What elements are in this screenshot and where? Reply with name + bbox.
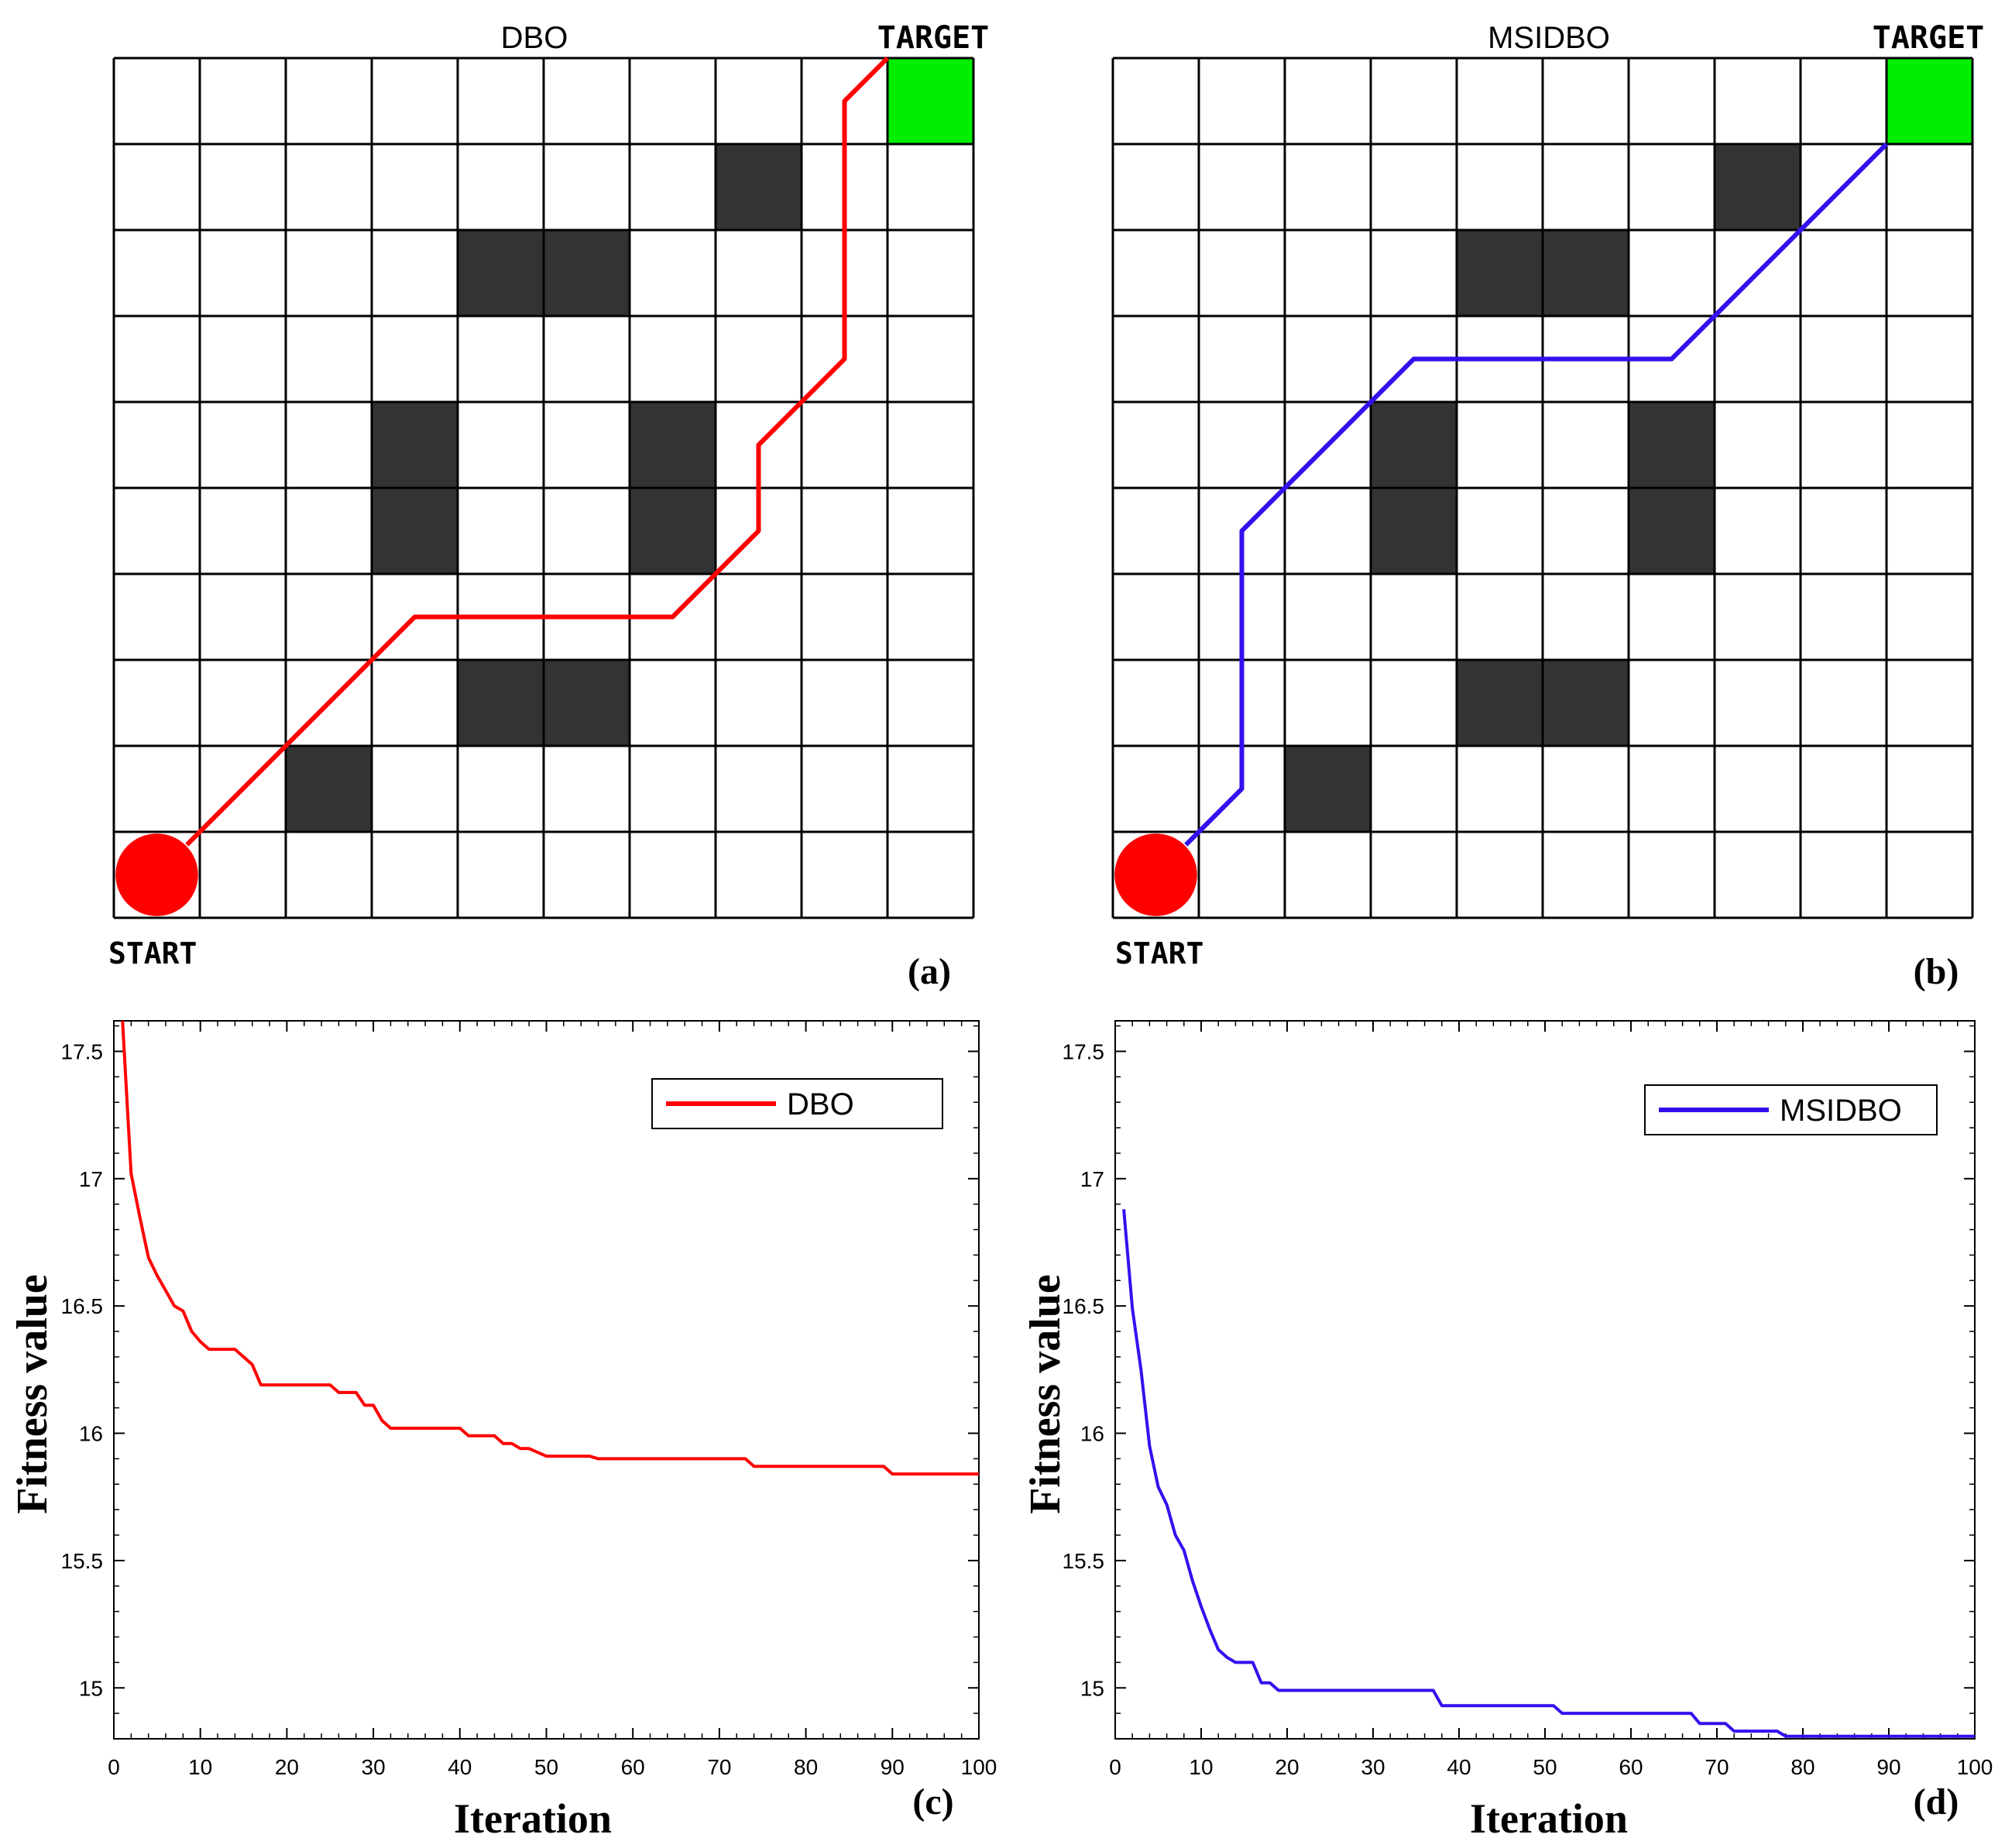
y-axis-label-dbo: Fitness value bbox=[9, 1274, 57, 1514]
planned-path-msidbo bbox=[1184, 142, 1889, 847]
y-tick-label: 15.5 bbox=[61, 1549, 104, 1573]
obstacle-cell bbox=[630, 488, 716, 574]
obstacle-cell bbox=[1285, 746, 1371, 832]
target-cell-dbo bbox=[887, 58, 973, 144]
x-tick-label: 20 bbox=[275, 1755, 299, 1779]
obstacle-cell bbox=[1629, 488, 1715, 574]
obstacle-cell bbox=[372, 402, 458, 488]
obstacle-cell bbox=[1543, 230, 1629, 316]
grid-title-msidbo: MSIDBO bbox=[1488, 21, 1610, 55]
x-axis-label-dbo: Iteration bbox=[454, 1795, 612, 1842]
grid-panel-msidbo bbox=[1111, 57, 1974, 919]
obstacle-cell bbox=[544, 660, 630, 746]
obstacle-cell bbox=[1457, 660, 1543, 746]
x-tick-label: 70 bbox=[1705, 1755, 1729, 1779]
obstacle-cell bbox=[372, 488, 458, 574]
legend-label-dbo: DBO bbox=[787, 1087, 854, 1122]
y-tick-label: 16.5 bbox=[61, 1294, 104, 1318]
convergence-plot-msidbo: 0 10 20 30 40 50 60 70 80 90 100 15 15.5 16 16.5 17 17.5… bbox=[1063, 1020, 1993, 1779]
x-tick-label: 60 bbox=[621, 1755, 645, 1779]
panel-label-d: (d) bbox=[1914, 1781, 1959, 1822]
x-tick-label: 100 bbox=[961, 1755, 997, 1779]
x-tick-label: 50 bbox=[534, 1755, 558, 1779]
panel-label-a: (a) bbox=[908, 951, 951, 992]
series-line-dbo bbox=[121, 1020, 979, 1476]
obstacle-cell bbox=[286, 746, 372, 832]
x-tick-label: 100 bbox=[1957, 1755, 1993, 1779]
grid-panel-dbo bbox=[112, 56, 975, 919]
x-tick-label: 80 bbox=[794, 1755, 818, 1779]
x-tick-label: 80 bbox=[1790, 1755, 1814, 1779]
x-tick-label: 0 bbox=[1109, 1755, 1121, 1779]
obstacle-cell bbox=[630, 402, 716, 488]
target-cell-msidbo bbox=[1887, 58, 1972, 144]
x-tick-label: 30 bbox=[362, 1755, 386, 1779]
x-tick-label: 40 bbox=[448, 1755, 472, 1779]
y-tick-label: 15 bbox=[1080, 1676, 1104, 1700]
obstacle-cell bbox=[1715, 144, 1801, 230]
x-tick-label: 60 bbox=[1619, 1755, 1643, 1779]
x-tick-label: 10 bbox=[188, 1755, 212, 1779]
y-tick-label: 17 bbox=[79, 1167, 103, 1191]
start-label-dbo: START bbox=[108, 936, 197, 970]
y-tick-label: 17 bbox=[1080, 1167, 1104, 1191]
y-tick-label: 17.5 bbox=[61, 1039, 104, 1063]
x-tick-label: 70 bbox=[707, 1755, 731, 1779]
obstacle-cell bbox=[716, 144, 802, 230]
obstacle-cell bbox=[458, 660, 544, 746]
x-axis-label-msidbo: Iteration bbox=[1470, 1795, 1628, 1842]
x-tick-label: 50 bbox=[1533, 1755, 1557, 1779]
x-tick-label: 90 bbox=[1876, 1755, 1900, 1779]
y-tick-label: 15.5 bbox=[1063, 1549, 1105, 1573]
x-tick-label: 20 bbox=[1275, 1755, 1299, 1779]
convergence-plot-dbo: 0 10 20 30 40 50 60 70 80 90 100 15 15.5 16 16.5 17 17.5… bbox=[61, 1020, 997, 1779]
grid-title-dbo: DBO bbox=[501, 21, 568, 55]
x-tick-label: 0 bbox=[108, 1755, 120, 1779]
start-marker-msidbo bbox=[1114, 833, 1197, 916]
x-tick-label: 10 bbox=[1189, 1755, 1213, 1779]
obstacle-cell bbox=[1543, 660, 1629, 746]
x-tick-label: 40 bbox=[1447, 1755, 1471, 1779]
target-label-msidbo: TARGET bbox=[1873, 20, 1985, 56]
y-tick-label: 16 bbox=[79, 1422, 103, 1446]
target-label-dbo: TARGET bbox=[877, 20, 990, 56]
panel-label-b: (b) bbox=[1914, 951, 1959, 992]
obstacle-cell bbox=[1371, 488, 1457, 574]
y-tick-label: 17.5 bbox=[1063, 1039, 1105, 1063]
series-line-msidbo bbox=[1122, 1209, 1975, 1738]
legend-label-msidbo: MSIDBO bbox=[1780, 1094, 1902, 1128]
obstacle-cell bbox=[458, 230, 544, 316]
y-axis-label-msidbo: Fitness value bbox=[1021, 1274, 1069, 1514]
obstacle-cell bbox=[544, 230, 630, 316]
x-tick-label: 30 bbox=[1361, 1755, 1385, 1779]
y-tick-label: 15 bbox=[79, 1676, 103, 1700]
start-label-msidbo: START bbox=[1115, 936, 1203, 970]
y-tick-label: 16 bbox=[1080, 1422, 1104, 1446]
panel-label-c: (c) bbox=[912, 1781, 953, 1822]
obstacle-cell bbox=[1629, 402, 1715, 488]
x-tick-label: 90 bbox=[881, 1755, 905, 1779]
y-tick-label: 16.5 bbox=[1063, 1294, 1105, 1318]
planned-path-dbo bbox=[185, 56, 890, 847]
start-marker-dbo bbox=[115, 833, 198, 916]
obstacle-cell bbox=[1371, 402, 1457, 488]
obstacle-cell bbox=[1457, 230, 1543, 316]
